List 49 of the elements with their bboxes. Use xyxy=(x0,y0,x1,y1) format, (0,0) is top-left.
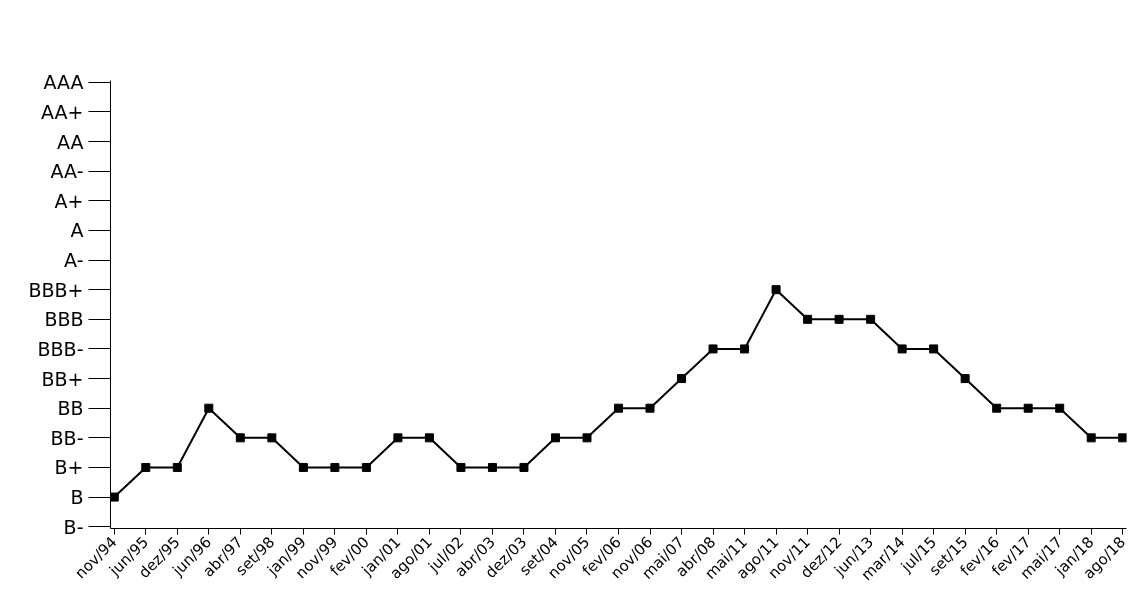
point xyxy=(204,403,214,413)
text: BB- xyxy=(50,426,84,449)
point xyxy=(1055,403,1065,413)
point xyxy=(172,462,182,472)
point xyxy=(519,462,529,472)
text: AA+ xyxy=(41,100,84,123)
point xyxy=(677,374,687,384)
text: BB+ xyxy=(41,367,84,390)
point xyxy=(1023,403,1033,413)
text: A+ xyxy=(54,189,84,212)
point xyxy=(960,374,970,384)
point xyxy=(330,462,340,472)
text: A- xyxy=(64,249,84,272)
text: AA xyxy=(56,130,84,153)
point xyxy=(645,403,655,413)
point xyxy=(298,462,308,472)
text: AA- xyxy=(50,160,84,183)
point xyxy=(487,462,497,472)
point xyxy=(708,344,718,354)
point xyxy=(110,492,119,502)
point xyxy=(267,433,277,443)
point xyxy=(834,314,844,324)
point xyxy=(929,344,939,354)
text: B- xyxy=(63,515,84,538)
point xyxy=(550,433,560,443)
point xyxy=(582,433,592,443)
point xyxy=(992,403,1002,413)
point xyxy=(740,344,750,354)
point xyxy=(1118,433,1127,443)
text: BBB+ xyxy=(28,278,84,301)
point xyxy=(897,344,907,354)
point xyxy=(424,433,434,443)
point xyxy=(614,403,623,413)
text: AAA xyxy=(43,71,84,94)
point xyxy=(141,462,151,472)
text: BBB- xyxy=(37,337,84,360)
point xyxy=(456,462,466,472)
point xyxy=(771,285,781,295)
point xyxy=(866,314,876,324)
text: B xyxy=(70,486,84,509)
text: B+ xyxy=(54,456,84,479)
point xyxy=(803,314,813,324)
point xyxy=(393,433,403,443)
text: BB xyxy=(57,397,84,420)
point xyxy=(1086,433,1096,443)
text: BBB xyxy=(44,308,84,331)
point xyxy=(361,462,371,472)
point xyxy=(235,433,245,443)
text: A xyxy=(70,219,84,242)
